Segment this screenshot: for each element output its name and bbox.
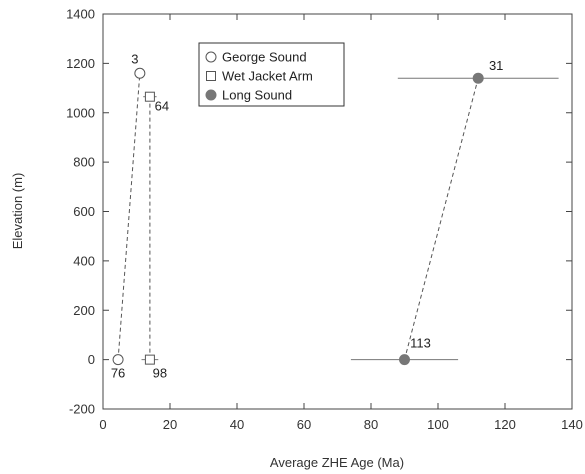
legend-marker xyxy=(205,51,217,63)
point-label: 98 xyxy=(153,366,167,381)
data-point xyxy=(112,354,124,366)
series-connector xyxy=(117,73,141,360)
axis-ticks: 0 20 40 60 80 100 120 140 -200 0 200 400 600 800 1000 1… xyxy=(66,7,583,433)
x-tick-label: 60 xyxy=(297,417,311,432)
data-point xyxy=(144,91,155,102)
point-label: 76 xyxy=(111,366,125,381)
y-axis-title: Elevation (m) xyxy=(10,173,25,250)
y-tick-label: 1400 xyxy=(66,7,95,22)
y-tick-label: 0 xyxy=(88,352,95,367)
point-labels: 76 3 98 64 113 31 xyxy=(111,51,504,380)
y-tick-label: 1200 xyxy=(66,56,95,71)
legend-marker xyxy=(206,71,216,81)
data-point xyxy=(144,354,155,365)
y-tick-label: -200 xyxy=(69,402,95,417)
y-tick-label: 800 xyxy=(73,155,95,170)
point-label: 113 xyxy=(410,336,431,351)
point-label: 64 xyxy=(155,99,169,114)
y-tick-label: 200 xyxy=(73,303,95,318)
legend-label: Long Sound xyxy=(222,88,292,103)
x-tick-label: 100 xyxy=(427,417,449,432)
data-point xyxy=(134,67,146,79)
error-bars xyxy=(134,72,559,361)
y-tick-label: 600 xyxy=(73,204,95,219)
legend-marker xyxy=(205,89,217,101)
legend-box xyxy=(198,42,345,107)
series-connector xyxy=(404,78,479,360)
x-tick-label: 140 xyxy=(561,417,583,432)
legend-label: George Sound xyxy=(222,50,307,65)
series-connectors xyxy=(117,73,479,360)
point-label: 31 xyxy=(489,58,503,73)
y-tick-label: 1000 xyxy=(66,105,95,120)
x-tick-label: 20 xyxy=(163,417,177,432)
data-markers xyxy=(112,67,484,366)
x-tick-label: 40 xyxy=(230,417,244,432)
x-tick-label: 80 xyxy=(364,417,378,432)
data-point xyxy=(472,72,484,84)
data-point xyxy=(399,354,410,366)
legend-label: Wet Jacket Arm xyxy=(222,69,313,84)
y-tick-label: 400 xyxy=(73,253,95,268)
x-axis-title: Average ZHE Age (Ma) xyxy=(270,455,404,470)
legend: George Sound Wet Jacket Arm Long Sound xyxy=(198,42,345,107)
x-tick-label: 0 xyxy=(99,417,106,432)
point-label: 3 xyxy=(131,51,138,66)
x-tick-label: 120 xyxy=(494,417,516,432)
